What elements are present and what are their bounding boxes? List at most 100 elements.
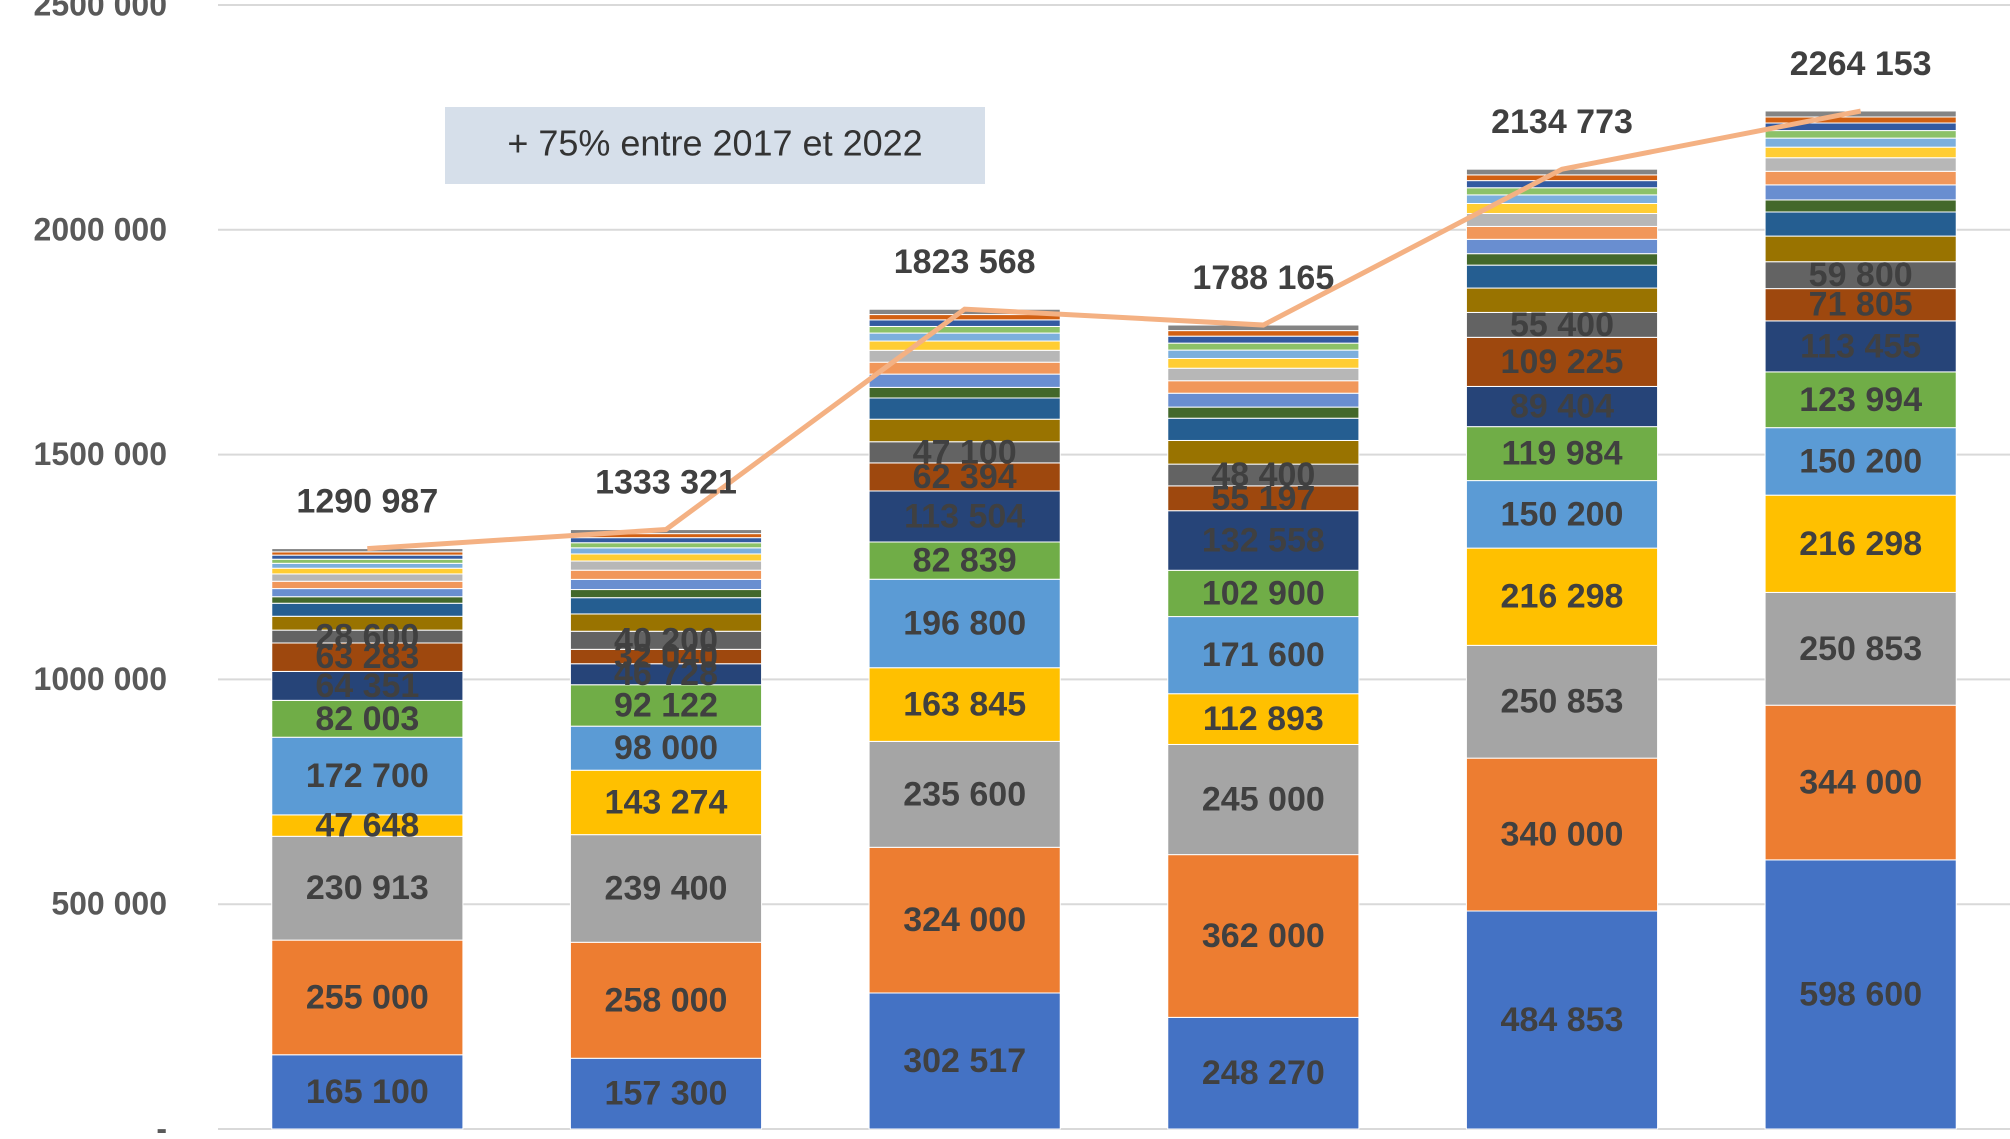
bar-segment xyxy=(868,490,1061,543)
bar-segment xyxy=(1167,380,1360,394)
value-label: 59 800 xyxy=(1809,256,1913,294)
value-label: 157 300 xyxy=(605,1075,728,1113)
annotation: + 75% entre 2017 et 2022 xyxy=(507,123,922,164)
bar-segment xyxy=(1465,910,1659,1130)
bar-segment xyxy=(271,567,464,575)
bar-segment xyxy=(1764,137,1957,148)
value-label: 255 000 xyxy=(306,978,429,1016)
bar-segment xyxy=(1764,320,1957,373)
annotation-box xyxy=(445,107,985,184)
bar-segment xyxy=(868,397,1061,420)
bar-segment xyxy=(569,769,763,836)
value-label: 89 404 xyxy=(1510,388,1614,426)
bar-segment xyxy=(1167,743,1360,856)
bar-segment xyxy=(1764,494,1957,593)
bar-segment xyxy=(1167,349,1360,359)
value-label: 47 648 xyxy=(315,807,419,845)
bar-segment xyxy=(1764,130,1957,139)
value-label: 258 000 xyxy=(605,981,728,1019)
bar-segment xyxy=(1167,510,1360,571)
bar-segment xyxy=(1764,170,1957,186)
value-label: 250 853 xyxy=(1799,630,1922,668)
y-tick-label: 500 000 xyxy=(51,886,167,922)
bar-segment xyxy=(1167,392,1360,408)
bar-segment xyxy=(271,554,464,560)
bar-segment xyxy=(1465,480,1659,549)
total-label: 1823 568 xyxy=(894,243,1036,281)
bar-segment xyxy=(868,340,1061,351)
bar-segment xyxy=(868,332,1061,342)
value-label: 48 400 xyxy=(1211,456,1315,494)
bar-segment xyxy=(1764,288,1957,322)
value-label: 143 274 xyxy=(605,783,728,821)
bar-segment xyxy=(569,1057,763,1130)
bar-segment xyxy=(1764,704,1957,861)
value-label: 55 400 xyxy=(1510,306,1614,344)
value-label: 239 400 xyxy=(605,869,728,907)
value-label: 165 100 xyxy=(306,1073,429,1111)
bar-segment xyxy=(868,319,1061,327)
bar-segment xyxy=(1167,485,1360,512)
bar-segment xyxy=(1764,199,1957,213)
bar-segment xyxy=(1465,311,1659,338)
y-tick-label: 1500 000 xyxy=(34,436,167,472)
bar-segment xyxy=(1465,253,1659,266)
total-line xyxy=(367,108,1862,552)
value-label: 250 853 xyxy=(1501,683,1624,721)
bar-segment xyxy=(1465,644,1659,759)
value-label: 484 853 xyxy=(1501,1001,1624,1039)
bar-segment xyxy=(1167,330,1360,337)
value-label: 47 100 xyxy=(913,433,1017,471)
value-label: 150 200 xyxy=(1799,442,1922,480)
value-label: 248 270 xyxy=(1202,1054,1325,1092)
bar-segment xyxy=(1764,591,1957,706)
bar-segment xyxy=(271,548,464,553)
value-label: 62 394 xyxy=(913,458,1017,496)
value-label: 216 298 xyxy=(1799,525,1922,563)
bar-segment xyxy=(569,560,763,571)
bar-segment xyxy=(271,580,464,590)
bar-segment xyxy=(868,541,1061,580)
bar-segment xyxy=(1465,547,1659,646)
bar-segment xyxy=(1465,264,1659,289)
bar-segment xyxy=(1465,336,1659,387)
bar-segment xyxy=(1465,225,1659,240)
y-tick-label: - xyxy=(156,1110,167,1139)
value-label: 113 504 xyxy=(904,497,1025,535)
bar-segment xyxy=(569,834,763,943)
total-label: 2264 153 xyxy=(1790,45,1932,83)
bar-segment xyxy=(1465,238,1659,255)
bar-segment xyxy=(1167,406,1360,419)
bar-segment xyxy=(868,992,1061,1130)
value-label: 196 800 xyxy=(903,604,1026,642)
value-label: 109 225 xyxy=(1501,343,1624,381)
value-label: 112 893 xyxy=(1203,700,1324,738)
bar-segment xyxy=(271,558,464,564)
bar-segment xyxy=(1167,616,1360,695)
bar-segment xyxy=(569,578,763,591)
bar-segment xyxy=(1465,426,1659,482)
bar-segment xyxy=(271,573,464,582)
bar-segment xyxy=(868,578,1061,669)
bar-segment xyxy=(1465,757,1659,912)
value-label: 63 283 xyxy=(315,638,419,676)
bar-segment xyxy=(1764,427,1957,496)
bar-segment xyxy=(868,361,1061,375)
bar-segment xyxy=(868,325,1061,334)
value-label: 92 122 xyxy=(614,686,718,724)
bar-segment xyxy=(271,596,464,604)
bar-segment xyxy=(1465,385,1659,428)
bar-segment xyxy=(1167,367,1360,382)
value-label: 82 839 xyxy=(913,542,1017,580)
value-label: 46 728 xyxy=(614,655,718,693)
value-label: 32 040 xyxy=(614,638,718,676)
total-label: 1788 165 xyxy=(1192,259,1334,297)
bar-segment xyxy=(271,670,464,701)
bar-segment xyxy=(569,941,763,1059)
value-label: 64 351 xyxy=(315,667,419,705)
bar-segment xyxy=(1764,157,1957,172)
value-label: 340 000 xyxy=(1501,816,1624,854)
bar-segment xyxy=(1167,357,1360,369)
value-label: 98 000 xyxy=(614,729,718,767)
